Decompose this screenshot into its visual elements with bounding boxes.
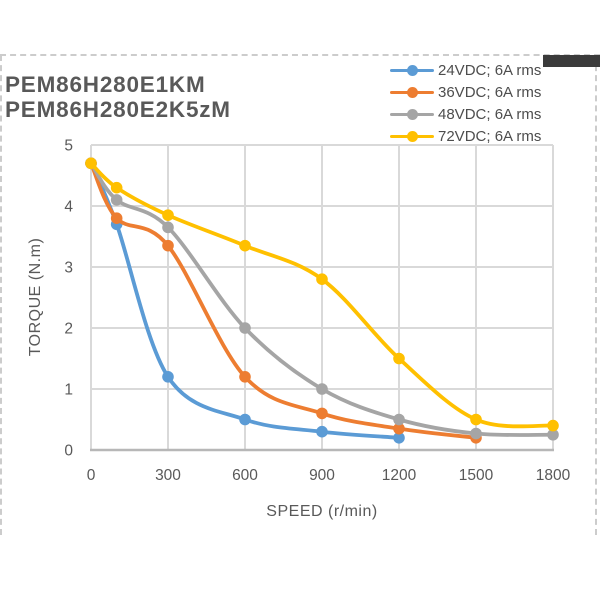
- legend-marker-48vdc: [390, 108, 434, 120]
- legend-marker-72vdc: [390, 130, 434, 142]
- legend-item-24vdc: 24VDC; 6A rms: [390, 59, 541, 81]
- legend-dot-icon: [406, 130, 418, 142]
- dashed-border-top: [0, 54, 600, 56]
- adjacent-table-fragment: [543, 55, 600, 67]
- svg-text:2: 2: [64, 321, 73, 338]
- svg-text:600: 600: [232, 467, 258, 484]
- svg-text:1800: 1800: [536, 467, 571, 484]
- legend-dot-icon: [406, 108, 418, 120]
- legend-label-24vdc: 24VDC; 6A rms: [438, 61, 542, 79]
- svg-text:4: 4: [64, 199, 73, 216]
- legend-dot-icon: [406, 64, 418, 76]
- svg-text:1500: 1500: [459, 467, 494, 484]
- y-axis-title: TORQUE (N.m): [27, 237, 44, 357]
- chart-legend: 24VDC; 6A rms 36VDC; 6A rms 48VDC; 6A rm…: [390, 59, 541, 147]
- x-axis-title: SPEED (r/min): [266, 503, 378, 520]
- legend-dot-icon: [406, 86, 418, 98]
- svg-text:300: 300: [155, 467, 181, 484]
- model-titles: PEM86H280E1KM PEM86H280E2K5zM: [5, 72, 231, 122]
- legend-item-72vdc: 72VDC; 6A rms: [390, 125, 541, 147]
- legend-item-48vdc: 48VDC; 6A rms: [390, 103, 541, 125]
- svg-text:5: 5: [64, 138, 73, 155]
- svg-text:0: 0: [87, 467, 96, 484]
- svg-text:1200: 1200: [382, 467, 417, 484]
- dashed-border-left: [0, 55, 2, 535]
- legend-item-36vdc: 36VDC; 6A rms: [390, 81, 541, 103]
- svg-text:1: 1: [64, 382, 73, 399]
- legend-marker-24vdc: [390, 64, 434, 76]
- legend-label-72vdc: 72VDC; 6A rms: [438, 127, 542, 145]
- svg-text:900: 900: [309, 467, 335, 484]
- svg-text:0: 0: [64, 443, 73, 460]
- dashed-border-right: [595, 55, 597, 535]
- model-title-line-1: PEM86H280E1KM: [5, 72, 206, 97]
- model-title-line-2: PEM86H280E2K5zM: [5, 97, 231, 122]
- svg-text:3: 3: [64, 260, 73, 277]
- legend-label-36vdc: 36VDC; 6A rms: [438, 83, 542, 101]
- legend-label-48vdc: 48VDC; 6A rms: [438, 105, 542, 123]
- legend-marker-36vdc: [390, 86, 434, 98]
